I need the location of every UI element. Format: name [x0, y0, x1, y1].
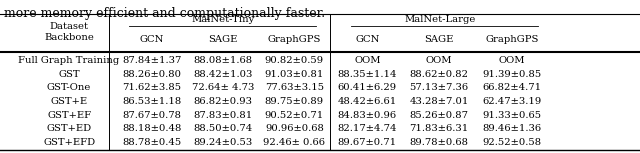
Text: 91.03±0.81: 91.03±0.81: [265, 70, 324, 79]
Text: 72.64± 4.73: 72.64± 4.73: [191, 83, 254, 92]
Text: 91.33±0.65: 91.33±0.65: [483, 111, 541, 120]
Text: 90.82±0.59: 90.82±0.59: [265, 56, 324, 65]
Text: SAGE: SAGE: [208, 35, 237, 45]
Text: 89.24±0.53: 89.24±0.53: [193, 138, 252, 147]
Text: 87.67±0.78: 87.67±0.78: [122, 111, 181, 120]
Text: 91.39±0.85: 91.39±0.85: [483, 70, 541, 79]
Text: GST+ED: GST+ED: [47, 124, 92, 133]
Text: more memory efficient and computationally faster.: more memory efficient and computationall…: [4, 7, 325, 20]
Text: OOM: OOM: [499, 56, 525, 65]
Text: OOM: OOM: [426, 56, 452, 65]
Text: 87.83±0.81: 87.83±0.81: [193, 111, 252, 120]
Text: 92.46± 0.66: 92.46± 0.66: [264, 138, 325, 147]
Text: GCN: GCN: [355, 35, 380, 45]
Text: GCN: GCN: [140, 35, 164, 45]
Text: SAGE: SAGE: [424, 35, 454, 45]
Text: 88.50±0.74: 88.50±0.74: [193, 124, 252, 133]
Text: 88.18±0.48: 88.18±0.48: [122, 124, 181, 133]
Text: GraphGPS: GraphGPS: [485, 35, 539, 45]
Text: 90.96±0.68: 90.96±0.68: [265, 124, 324, 133]
Text: MalNet-Tiny: MalNet-Tiny: [191, 15, 254, 24]
Text: 62.47±3.19: 62.47±3.19: [483, 97, 541, 106]
Text: 88.62±0.82: 88.62±0.82: [410, 70, 468, 79]
Text: OOM: OOM: [354, 56, 381, 65]
Text: GST-One: GST-One: [47, 83, 92, 92]
Text: GST+EFD: GST+EFD: [43, 138, 95, 147]
Text: GraphGPS: GraphGPS: [268, 35, 321, 45]
Text: 43.28±7.01: 43.28±7.01: [410, 97, 468, 106]
Text: 71.62±3.85: 71.62±3.85: [122, 83, 181, 92]
Text: 89.67±0.71: 89.67±0.71: [338, 138, 397, 147]
Text: GST+E: GST+E: [51, 97, 88, 106]
Text: 48.42±6.61: 48.42±6.61: [338, 97, 397, 106]
Text: 57.13±7.36: 57.13±7.36: [410, 83, 468, 92]
Text: 88.35±1.14: 88.35±1.14: [338, 70, 397, 79]
Text: 88.26±0.80: 88.26±0.80: [122, 70, 181, 79]
Text: GST+EF: GST+EF: [47, 111, 91, 120]
Text: Dataset
Backbone: Dataset Backbone: [44, 22, 94, 42]
Text: 71.83±6.31: 71.83±6.31: [410, 124, 468, 133]
Text: MalNet-Large: MalNet-Large: [404, 15, 476, 24]
Text: Full Graph Training: Full Graph Training: [19, 56, 120, 65]
Text: 88.08±1.68: 88.08±1.68: [193, 56, 252, 65]
Text: 88.78±0.45: 88.78±0.45: [122, 138, 181, 147]
Text: 60.41±6.29: 60.41±6.29: [338, 83, 397, 92]
Text: 87.84±1.37: 87.84±1.37: [122, 56, 181, 65]
Text: 92.52±0.58: 92.52±0.58: [483, 138, 541, 147]
Text: 85.26±0.87: 85.26±0.87: [410, 111, 468, 120]
Text: 84.83±0.96: 84.83±0.96: [338, 111, 397, 120]
Text: 66.82±4.71: 66.82±4.71: [483, 83, 541, 92]
Text: 86.82±0.93: 86.82±0.93: [193, 97, 252, 106]
Text: 89.78±0.68: 89.78±0.68: [410, 138, 468, 147]
Text: 90.52±0.71: 90.52±0.71: [265, 111, 324, 120]
Text: 89.46±1.36: 89.46±1.36: [483, 124, 541, 133]
Text: 89.75±0.89: 89.75±0.89: [265, 97, 324, 106]
Text: 86.53±1.18: 86.53±1.18: [122, 97, 181, 106]
Text: 88.42±1.03: 88.42±1.03: [193, 70, 252, 79]
Text: 82.17±4.74: 82.17±4.74: [338, 124, 397, 133]
Text: GST: GST: [58, 70, 80, 79]
Text: 77.63±3.15: 77.63±3.15: [265, 83, 324, 92]
